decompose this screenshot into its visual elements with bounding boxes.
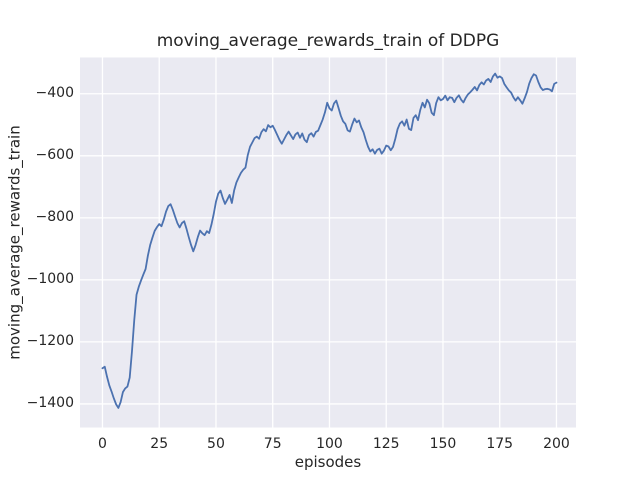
x-tick-label: 125 bbox=[372, 436, 400, 452]
chart-title: moving_average_rewards_train of DDPG bbox=[156, 31, 500, 51]
x-tick-label: 50 bbox=[207, 436, 225, 452]
x-axis-label: episodes bbox=[294, 453, 362, 471]
y-tick-label: −600 bbox=[35, 146, 74, 163]
x-tick-label: 75 bbox=[263, 436, 282, 452]
x-tick-label: 0 bbox=[98, 436, 107, 452]
x-tick-label: 200 bbox=[543, 436, 570, 452]
x-tick-label: 175 bbox=[486, 436, 514, 452]
x-tick-label: 100 bbox=[316, 436, 343, 452]
reward-line bbox=[101, 72, 558, 409]
x-tick-label: 25 bbox=[150, 436, 169, 452]
y-tick-label: −400 bbox=[35, 84, 74, 101]
y-tick-label: −1200 bbox=[26, 332, 74, 349]
plot-background bbox=[80, 57, 576, 428]
y-tick-label: −1000 bbox=[26, 270, 74, 287]
y-tick-label: −1400 bbox=[26, 394, 74, 411]
y-tick-label: −800 bbox=[35, 208, 74, 225]
x-tick-label: 150 bbox=[429, 436, 457, 452]
